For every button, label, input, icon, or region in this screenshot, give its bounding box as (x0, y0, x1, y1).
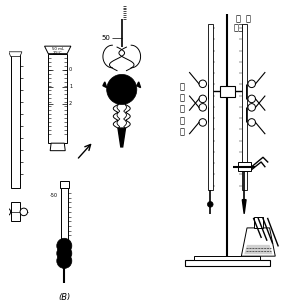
Circle shape (248, 80, 256, 88)
Bar (48, 54, 67, 143)
Circle shape (199, 95, 206, 103)
Polygon shape (50, 143, 65, 151)
Circle shape (107, 74, 137, 104)
Polygon shape (103, 82, 107, 88)
Bar (11, 202, 20, 221)
Text: 式: 式 (179, 93, 184, 102)
Polygon shape (242, 228, 275, 256)
Bar (220, 86, 235, 97)
Circle shape (199, 103, 206, 111)
Bar (60, 181, 69, 188)
Text: 20°C: 20°C (53, 51, 63, 55)
Text: 2: 2 (69, 101, 72, 106)
Polygon shape (242, 200, 246, 214)
Text: 0: 0 (69, 67, 72, 72)
Bar (238, 162, 251, 171)
Text: 1: 1 (69, 84, 72, 89)
Bar (61, 188, 68, 240)
Circle shape (57, 253, 72, 268)
Circle shape (199, 80, 206, 88)
Text: (B): (B) (58, 293, 70, 300)
Text: 定: 定 (245, 14, 250, 23)
Bar (185, 260, 270, 266)
Bar (194, 256, 260, 260)
Text: 管夹: 管夹 (233, 24, 244, 33)
Circle shape (207, 202, 213, 207)
Text: 定: 定 (179, 116, 184, 125)
Bar (242, 23, 247, 190)
Text: 管: 管 (179, 127, 184, 136)
Polygon shape (118, 128, 125, 147)
Polygon shape (44, 46, 71, 54)
Text: 50: 50 (102, 35, 110, 41)
Text: 碱: 碱 (179, 82, 184, 91)
Text: 滴: 滴 (179, 105, 184, 114)
Circle shape (248, 95, 256, 103)
Polygon shape (9, 52, 22, 56)
Circle shape (57, 238, 72, 253)
Circle shape (57, 246, 72, 261)
Polygon shape (244, 245, 272, 254)
Circle shape (3, 208, 10, 216)
Bar (208, 23, 213, 190)
Bar (11, 52, 20, 188)
Text: -50: -50 (50, 194, 58, 198)
Circle shape (248, 119, 256, 126)
Circle shape (199, 119, 206, 126)
Bar (254, 217, 263, 228)
Polygon shape (137, 82, 141, 88)
Circle shape (248, 103, 256, 111)
Circle shape (20, 208, 28, 216)
Text: 50 mL: 50 mL (52, 47, 64, 51)
Text: 滴: 滴 (236, 14, 241, 23)
